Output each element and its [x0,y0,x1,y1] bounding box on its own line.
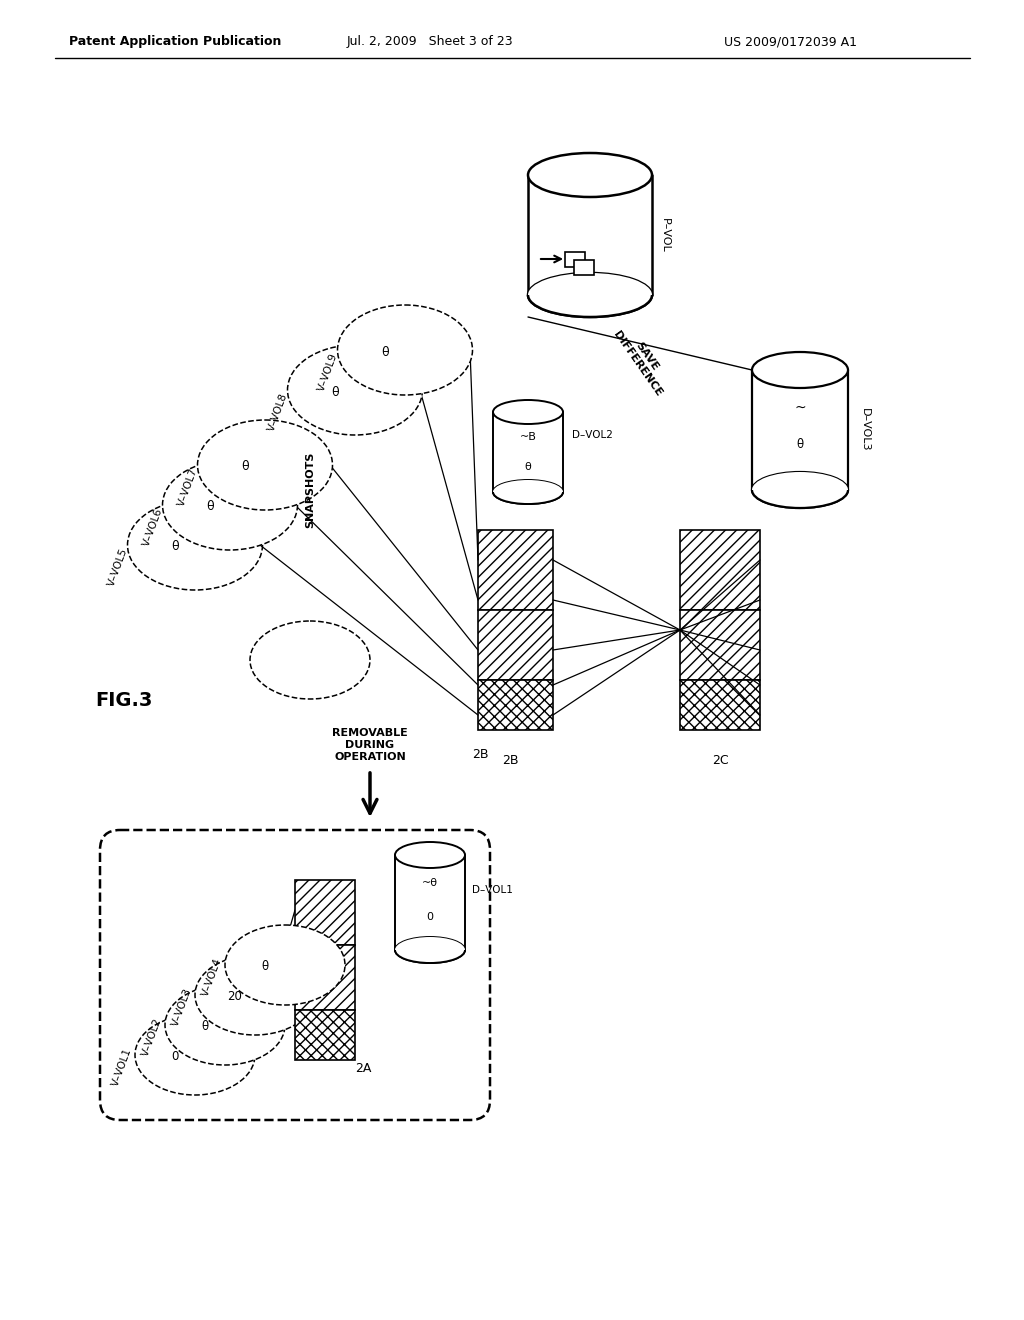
Bar [680,610,760,680]
Text: D–VOL1: D–VOL1 [472,884,513,895]
Text: θ: θ [202,1020,209,1034]
Bar [680,680,760,730]
Text: 2A: 2A [355,1061,372,1074]
Bar [493,412,563,492]
Text: V–VOL4: V–VOL4 [201,957,223,998]
Ellipse shape [493,400,563,424]
Bar [395,855,465,950]
Bar [478,680,553,730]
Text: ~: ~ [795,401,806,414]
Bar [528,176,652,294]
Bar [295,1010,355,1060]
Bar [752,370,848,490]
Ellipse shape [528,153,652,197]
Ellipse shape [395,937,465,964]
Ellipse shape [128,500,262,590]
Text: V–VOL1: V–VOL1 [111,1047,133,1088]
Ellipse shape [493,480,563,504]
Ellipse shape [198,420,333,510]
Text: V–VOL6: V–VOL6 [141,507,165,548]
Text: P–VOL: P–VOL [660,218,670,252]
Text: 20: 20 [227,990,243,1003]
Text: V–VOL3: V–VOL3 [170,986,194,1027]
Ellipse shape [493,480,563,504]
Text: V–VOL8: V–VOL8 [266,392,290,433]
Bar [574,260,594,275]
FancyBboxPatch shape [100,830,490,1119]
Ellipse shape [395,842,465,869]
Text: θ: θ [261,961,268,974]
Text: θ: θ [206,500,214,513]
Text: θ: θ [242,461,249,474]
Ellipse shape [163,459,298,550]
Text: V–VOL2: V–VOL2 [140,1016,164,1057]
Ellipse shape [395,937,465,964]
Text: 0: 0 [171,1051,178,1064]
Text: 2C: 2C [712,754,728,767]
Text: ~B: ~B [519,432,537,442]
Text: V–VOL7: V–VOL7 [176,466,200,507]
Text: θ: θ [331,385,339,399]
Ellipse shape [338,305,472,395]
Text: ~θ: ~θ [422,878,438,888]
Text: Jul. 2, 2009   Sheet 3 of 23: Jul. 2, 2009 Sheet 3 of 23 [347,36,513,49]
Ellipse shape [752,352,848,388]
Bar [295,945,355,1010]
Ellipse shape [528,273,652,317]
Ellipse shape [225,925,345,1005]
Text: Patent Application Publication: Patent Application Publication [69,36,282,49]
Ellipse shape [135,1015,255,1096]
Ellipse shape [250,620,370,700]
Bar [478,610,553,680]
Bar [295,880,355,945]
Ellipse shape [752,473,848,508]
Text: θ: θ [797,438,804,451]
Text: θ: θ [171,540,179,553]
Text: 0: 0 [427,912,433,921]
Text: D–VOL3: D–VOL3 [860,408,870,451]
Text: D–VOL2: D–VOL2 [572,430,613,440]
Text: REMOVABLE
DURING
OPERATION: REMOVABLE DURING OPERATION [332,729,408,762]
Text: SNAPSHOTS: SNAPSHOTS [305,451,315,528]
Text: V–VOL5: V–VOL5 [106,546,130,587]
Bar [478,531,553,610]
Ellipse shape [165,985,285,1065]
Ellipse shape [528,273,652,317]
Bar [680,531,760,610]
Text: SAVE
DIFFERENCE: SAVE DIFFERENCE [611,322,673,397]
Ellipse shape [288,345,423,436]
Ellipse shape [195,954,315,1035]
Text: θ: θ [524,462,531,473]
Text: θ: θ [381,346,389,359]
Bar [565,252,585,267]
Text: V–VOL9: V–VOL9 [316,351,340,392]
Text: US 2009/0172039 A1: US 2009/0172039 A1 [724,36,856,49]
Text: 2B: 2B [472,748,488,762]
Text: FIG.3: FIG.3 [95,690,153,710]
Text: 2B: 2B [502,754,518,767]
Ellipse shape [752,473,848,508]
